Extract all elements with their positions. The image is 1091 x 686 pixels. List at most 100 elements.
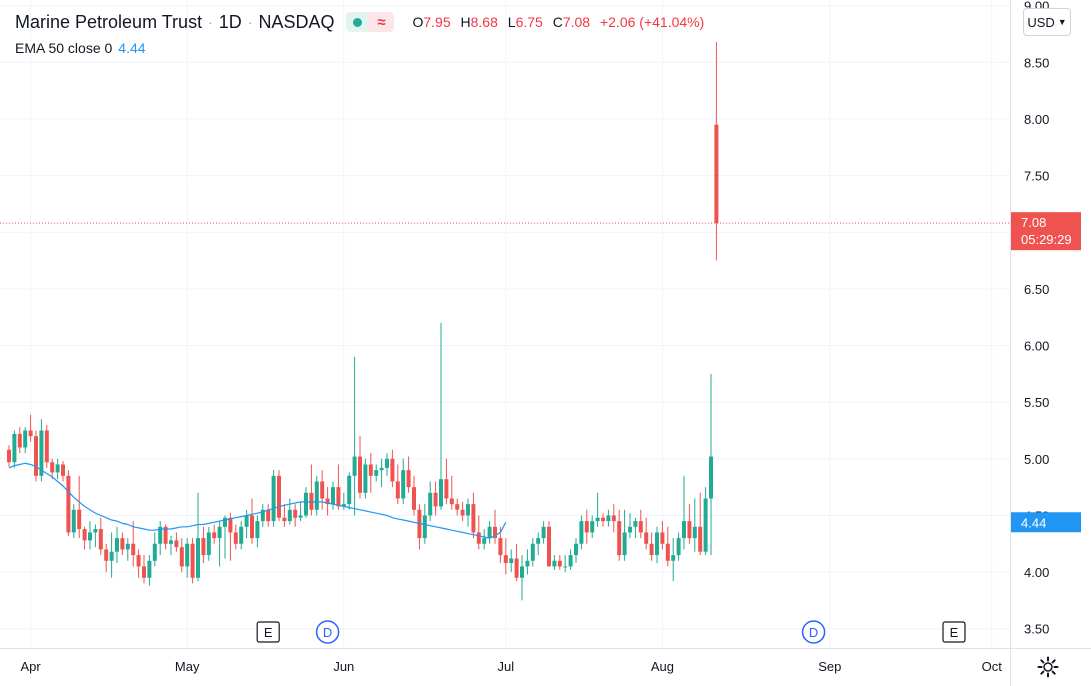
candle-body [655, 532, 659, 556]
candle-body [682, 521, 686, 539]
candle-body [196, 538, 200, 578]
candle-body [174, 540, 179, 548]
y-tick-label: 5.50 [1024, 395, 1049, 410]
candle-body [671, 555, 676, 561]
candle-body [611, 515, 616, 522]
candle-body [71, 509, 76, 533]
candle-body [590, 521, 595, 533]
candle-body [439, 479, 443, 507]
candle-body [595, 517, 600, 522]
candle-body [606, 515, 611, 522]
candle-body [358, 456, 362, 493]
event-marker-label: E [950, 625, 959, 640]
candle-body [158, 526, 163, 544]
ema-price-label: 4.44 [1021, 515, 1046, 530]
chart-grid [0, 0, 1010, 648]
candle-body [206, 532, 211, 556]
candle-body [444, 479, 449, 499]
candle-body [55, 464, 60, 473]
candle-body [142, 566, 146, 578]
candle-body [703, 498, 708, 552]
candle-body [530, 543, 535, 561]
indicator-name: EMA 50 close 0 [15, 40, 113, 56]
candle-body [665, 543, 670, 561]
ema-price-label-bg [1011, 512, 1081, 533]
candle-body [476, 532, 481, 544]
candle-body [374, 470, 379, 476]
candle-body [233, 532, 238, 544]
candle-body [466, 504, 470, 516]
dividend-marker[interactable] [315, 620, 340, 644]
y-tick-label: 8.50 [1024, 55, 1049, 70]
candle-body [352, 456, 357, 476]
candle-body [217, 526, 222, 539]
x-tick-label: Oct [982, 659, 1003, 674]
currency-button[interactable]: USD ▼ [1023, 8, 1071, 36]
candle-body [428, 492, 433, 516]
candle-body [676, 538, 681, 556]
event-marker-label: E [264, 625, 273, 640]
candle-body [136, 555, 141, 567]
earnings-marker[interactable] [256, 621, 280, 643]
candle-body [401, 470, 406, 499]
candle-body [503, 555, 508, 564]
candle-body [692, 526, 697, 539]
candle-body [147, 560, 152, 578]
ema-line [8, 462, 507, 539]
candle-body [66, 475, 71, 533]
market-status-pill[interactable]: ≈ [346, 12, 395, 32]
candle-body [574, 543, 578, 556]
chevron-down-icon: ▼ [1057, 17, 1067, 27]
candle-body [125, 543, 130, 550]
candle-body [460, 509, 465, 516]
candle-body [250, 515, 254, 539]
candle-body [498, 538, 503, 556]
y-tick-label: 6.50 [1024, 282, 1049, 297]
indicator-legend[interactable]: EMA 50 close 0 4.44 [15, 40, 146, 56]
interval-label[interactable]: 1D [218, 11, 242, 32]
candle-body [649, 543, 654, 556]
indicator-value: 4.44 [118, 40, 146, 56]
candle-body [368, 464, 373, 476]
candle-body [563, 566, 568, 568]
x-tick-label: May [175, 659, 200, 674]
candle-body [201, 538, 206, 556]
earnings-marker[interactable] [942, 621, 966, 643]
candle-body [320, 481, 325, 499]
symbol-title[interactable]: Marine Petroleum Trust [15, 11, 203, 32]
candle-body [433, 492, 438, 507]
candle-body [120, 538, 125, 550]
candle-body [115, 538, 119, 552]
candle-body [385, 458, 389, 468]
candle-body [557, 560, 562, 567]
candle-body [282, 517, 287, 522]
dividend-marker[interactable] [801, 620, 826, 644]
candle-body [212, 532, 217, 539]
candle-body [509, 558, 514, 564]
candle-body [104, 549, 109, 561]
change-value: +2.06 (+41.04%) [599, 14, 705, 30]
candle-body [12, 433, 17, 463]
candle-body [406, 470, 411, 488]
wave-icon[interactable]: ≈ [368, 12, 395, 32]
x-tick-label: Jun [333, 659, 354, 674]
candle-body [395, 481, 400, 499]
candle-body [449, 498, 454, 505]
candle-body [687, 521, 692, 539]
candle-body [50, 462, 55, 473]
candle-body [482, 538, 487, 544]
candle-body [325, 498, 330, 505]
x-tick-label: Sep [818, 659, 841, 674]
y-tick-label: 5.00 [1024, 452, 1049, 467]
candle-body [525, 560, 530, 567]
last-price-label: 7.08 [1021, 215, 1046, 230]
candle-body [331, 487, 335, 505]
candle-body [309, 492, 314, 510]
market-open-icon[interactable] [346, 12, 369, 32]
x-tick-label: Jul [497, 659, 514, 674]
candle-body [714, 124, 719, 224]
settings-gear-icon[interactable] [1036, 655, 1060, 679]
candle-body [82, 529, 87, 541]
